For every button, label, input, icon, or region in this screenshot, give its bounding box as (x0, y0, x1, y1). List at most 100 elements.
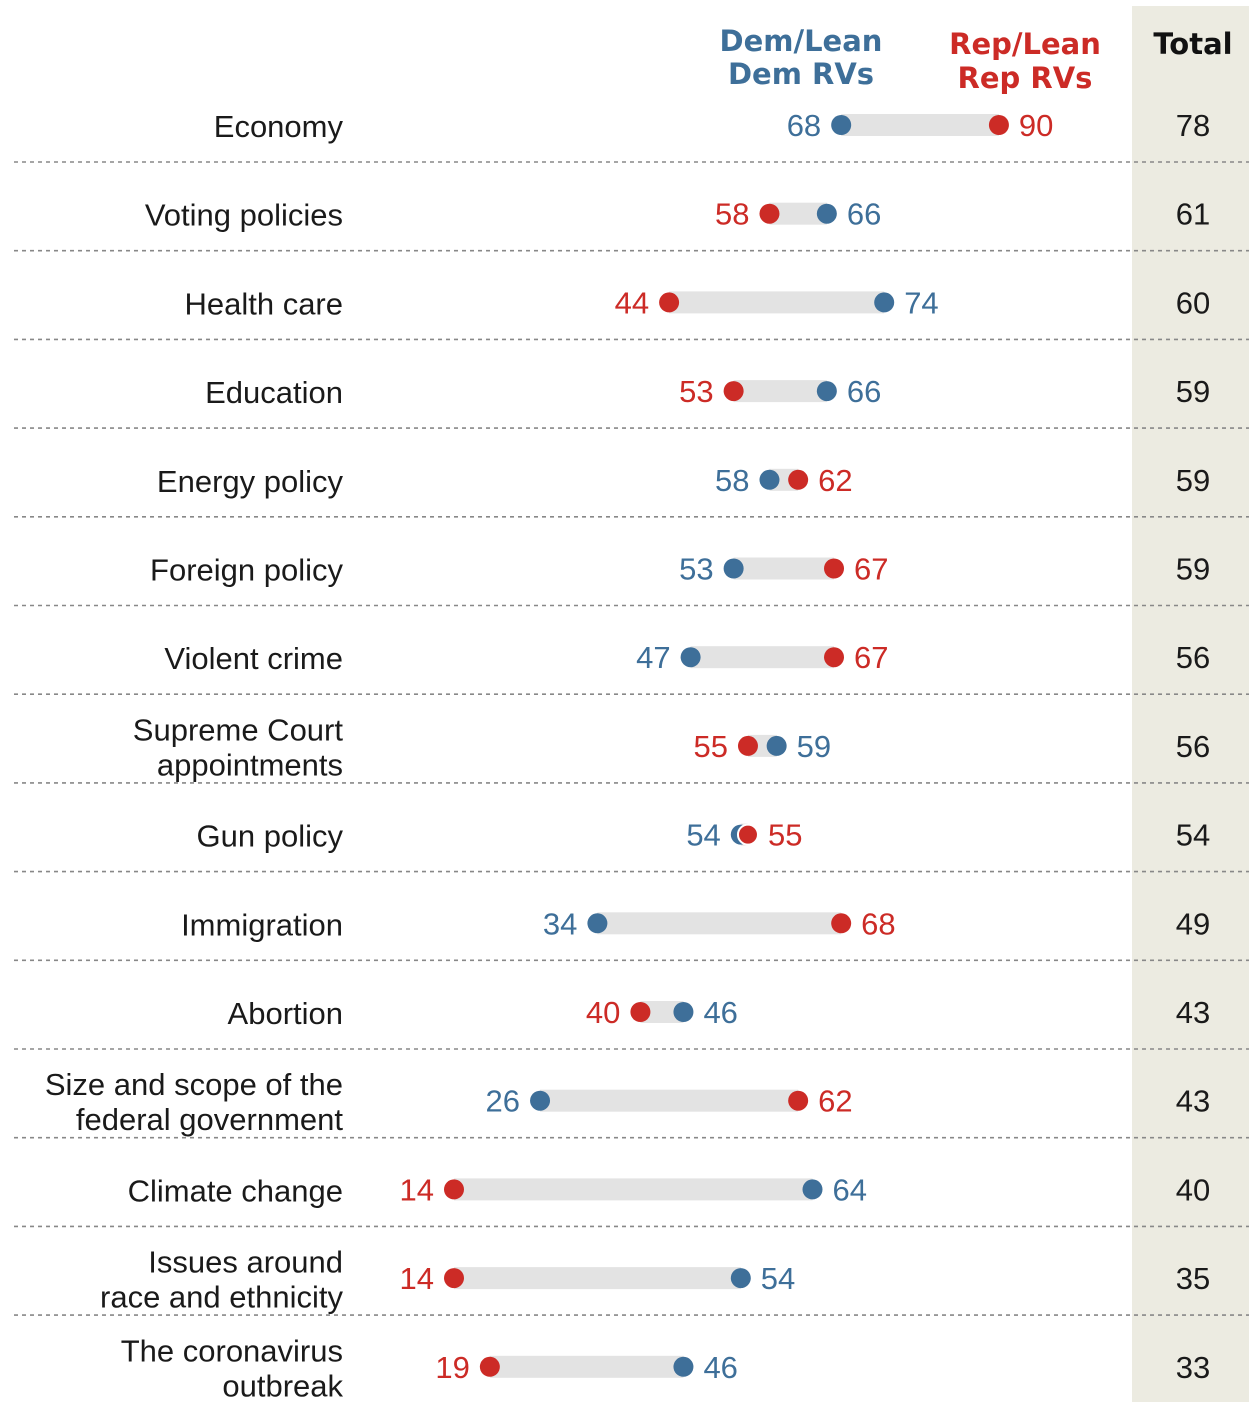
range-bar (733, 380, 827, 403)
category-label: Immigration (181, 907, 343, 942)
dem-value-label: 47 (636, 640, 670, 675)
legend-total: Total (1153, 27, 1232, 61)
dem-value-label: 34 (543, 906, 577, 941)
category-label: The coronavirus (121, 1333, 343, 1368)
dem-dot (530, 1090, 551, 1111)
dem-value-label: 26 (486, 1084, 520, 1119)
total-value: 43 (1176, 1084, 1210, 1119)
dem-value-label: 46 (703, 995, 737, 1030)
total-value: 40 (1176, 1172, 1210, 1207)
range-bar (769, 202, 827, 225)
dem-value-label: 54 (686, 818, 720, 853)
rep-dot (630, 1002, 651, 1022)
category-label: Foreign policy (150, 553, 343, 588)
dem-dot (816, 203, 837, 224)
rep-dot (479, 1356, 500, 1377)
range-bar (690, 646, 835, 669)
rep-dot (444, 1179, 464, 1200)
category-label: Voting policies (145, 198, 343, 233)
rep-value-label: 55 (693, 729, 727, 764)
range-bar (454, 1178, 813, 1201)
rep-dot (788, 469, 809, 490)
total-value: 49 (1176, 906, 1210, 941)
category-label: Energy policy (157, 464, 344, 499)
rep-value-label: 67 (854, 552, 888, 587)
category-label: Gun policy (197, 819, 344, 854)
rep-dot (444, 1268, 464, 1289)
rep-value-label: 40 (586, 995, 620, 1030)
legend-rep-line-0: Rep/Lean (949, 27, 1101, 61)
rep-value-label: 19 (435, 1350, 469, 1385)
rep-dot (988, 115, 1009, 135)
rep-dot (824, 647, 845, 668)
rep-dot (737, 735, 758, 756)
rep-value-label: 14 (400, 1261, 434, 1296)
category-label: Climate change (128, 1173, 343, 1208)
dem-dot (816, 381, 837, 402)
category-label: outbreak (222, 1368, 343, 1402)
dem-value-label: 53 (679, 552, 713, 587)
rep-dot (723, 381, 744, 402)
total-value: 43 (1176, 995, 1210, 1030)
dem-dot (587, 913, 608, 934)
rep-dot (824, 558, 845, 579)
rep-dot (659, 292, 680, 313)
dem-value-label: 58 (715, 463, 749, 498)
legend-dem-line-0: Dem/Lean (720, 24, 883, 58)
total-value: 54 (1176, 818, 1210, 853)
dem-value-label: 64 (833, 1172, 867, 1207)
rep-value-label: 62 (818, 463, 852, 498)
total-value: 56 (1176, 640, 1210, 675)
category-label: Abortion (228, 996, 343, 1031)
range-bar (597, 912, 842, 935)
total-value: 78 (1176, 108, 1210, 143)
dem-dot (831, 115, 852, 135)
dem-dot (723, 558, 744, 579)
dem-value-label: 59 (797, 729, 831, 764)
total-value: 56 (1176, 729, 1210, 764)
range-bar (489, 1355, 684, 1378)
range-bar (454, 1267, 741, 1290)
range-bar (540, 1089, 799, 1112)
dem-dot (802, 1179, 823, 1200)
total-value: 60 (1176, 285, 1210, 320)
dem-value-label: 46 (703, 1350, 737, 1385)
rep-value-label: 90 (1019, 108, 1053, 143)
dem-dot (759, 469, 780, 490)
dem-dot (673, 1002, 694, 1022)
rep-value-label: 62 (818, 1084, 852, 1119)
dem-dot (673, 1356, 694, 1377)
dem-value-label: 54 (761, 1261, 795, 1296)
dem-value-label: 66 (847, 197, 881, 232)
rep-value-label: 67 (854, 640, 888, 675)
rep-value-label: 44 (615, 285, 649, 320)
category-label: race and ethnicity (100, 1280, 343, 1315)
category-label: Economy (214, 109, 344, 144)
rep-dot (831, 913, 852, 934)
category-label: Education (205, 375, 343, 410)
rep-dot (759, 203, 780, 224)
category-label: Violent crime (164, 641, 343, 676)
total-value: 35 (1176, 1261, 1210, 1296)
legend-dem-line-1: Dem RVs (728, 57, 874, 91)
category-label: Issues around (148, 1245, 343, 1280)
category-label: Supreme Court (133, 712, 344, 747)
dem-dot (874, 292, 895, 313)
range-bar (640, 1001, 684, 1023)
total-column-background (1132, 6, 1249, 1402)
dem-dot (730, 1268, 751, 1289)
total-value: 59 (1176, 374, 1210, 409)
category-label: Size and scope of the (45, 1067, 343, 1102)
rep-value-label: 14 (400, 1172, 434, 1207)
range-bar (669, 291, 885, 314)
rep-value-label: 58 (715, 197, 749, 232)
category-label: federal government (76, 1102, 343, 1137)
rep-dot (736, 823, 759, 846)
dem-value-label: 74 (904, 285, 938, 320)
total-value: 33 (1176, 1350, 1210, 1385)
rep-value-label: 53 (679, 374, 713, 409)
total-value: 59 (1176, 552, 1210, 587)
legend-rep-line-1: Rep RVs (958, 61, 1093, 95)
category-label: Health care (184, 286, 343, 321)
